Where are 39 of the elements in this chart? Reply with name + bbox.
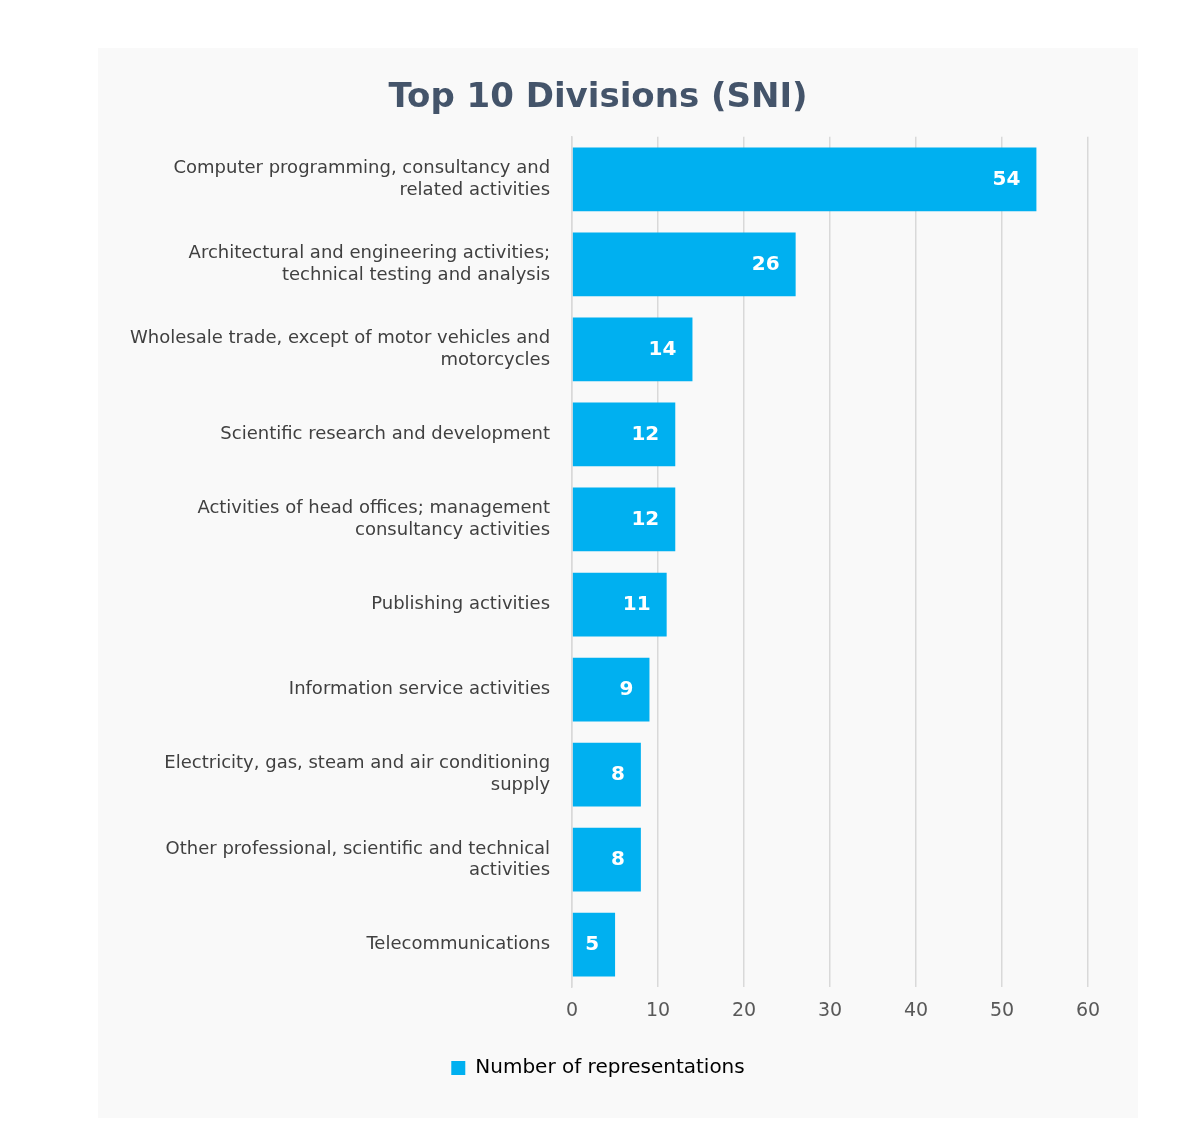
bar	[572, 912, 616, 977]
data-label: 14	[648, 335, 677, 360]
data-label: 11	[622, 590, 651, 615]
y-tick-label: Activities of head offices; management consultancy activities	[197, 496, 551, 539]
y-tick-label: Architectural and engineering activities; technical testing and analysis	[188, 241, 551, 284]
data-label: 26	[751, 250, 780, 275]
bar	[572, 147, 1037, 212]
bar	[572, 572, 667, 637]
x-tick-label: 0	[566, 997, 579, 1020]
y-tick-label: Information service activities	[288, 677, 551, 699]
y-tick-label: Scientific research and development	[220, 422, 551, 444]
y-tick-label: Telecommunications	[365, 932, 551, 954]
data-label: 54	[992, 165, 1021, 190]
legend-label: Number of representations	[475, 1054, 745, 1079]
x-tick-label: 40	[903, 997, 929, 1020]
data-label: 12	[631, 505, 660, 530]
bar	[572, 487, 676, 552]
bar	[572, 742, 641, 807]
y-tick-label: Publishing activities	[371, 592, 551, 614]
y-tick-label: Wholesale trade, except of motor vehicles and motorcycles	[129, 326, 551, 369]
bar	[572, 827, 641, 892]
data-label: 8	[610, 845, 625, 870]
y-tick-label: Computer programming, consultancy and related activities	[173, 156, 551, 199]
data-label: 5	[585, 930, 600, 955]
data-label: 8	[610, 760, 625, 785]
chart-title: Top 10 Divisions (SNI)	[388, 75, 808, 116]
x-tick-label: 50	[989, 997, 1015, 1020]
x-tick-label: 20	[731, 997, 757, 1020]
x-tick-label: 30	[817, 997, 843, 1020]
bar	[572, 657, 650, 722]
bar	[572, 317, 693, 382]
x-tick-label: 10	[645, 997, 671, 1020]
data-label: 9	[619, 675, 634, 700]
y-tick-label: Electricity, gas, steam and air conditioning supply	[164, 751, 551, 795]
x-tick-label: 60	[1075, 997, 1101, 1020]
bar	[572, 232, 796, 297]
y-tick-label: Other professional, scientific and technical activities	[165, 836, 551, 880]
data-label: 12	[631, 420, 660, 445]
bar	[572, 402, 676, 467]
